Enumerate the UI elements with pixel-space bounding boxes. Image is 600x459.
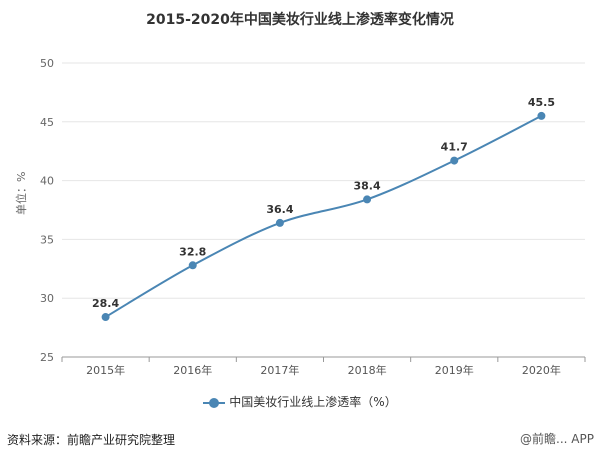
- x-tick-label: 2020年: [522, 363, 561, 377]
- x-tick-label: 2016年: [173, 363, 212, 377]
- chart-title: 2015-2020年中国美妆行业线上渗透率变化情况: [146, 12, 454, 28]
- y-tick-label: 35: [40, 233, 54, 246]
- legend-series-label: 中国美妆行业线上渗透率（%）: [229, 395, 397, 409]
- legend: 中国美妆行业线上渗透率（%）: [0, 393, 600, 410]
- y-tick-label: 45: [40, 116, 54, 129]
- data-point: [101, 313, 110, 322]
- data-label: 41.7: [441, 141, 468, 154]
- data-label: 32.8: [179, 245, 206, 258]
- data-point: [450, 156, 459, 165]
- y-tick-label: 50: [40, 57, 54, 70]
- series-line: [105, 115, 542, 318]
- x-tick-label: 2017年: [260, 363, 299, 377]
- data-point: [188, 261, 197, 270]
- y-tick-label: 30: [40, 292, 54, 305]
- data-label: 36.4: [266, 203, 293, 216]
- brand-watermark: @前瞻... APP: [520, 432, 594, 446]
- x-tick-label: 2018年: [348, 363, 387, 377]
- legend-marker-icon: [203, 397, 226, 408]
- y-tick-label: 40: [40, 175, 54, 188]
- y-tick-label: 25: [40, 351, 54, 364]
- data-label: 28.4: [92, 297, 119, 310]
- y-axis-label: 单位：%: [15, 171, 28, 215]
- x-tick-label: 2015年: [86, 363, 125, 377]
- x-tick-label: 2019年: [435, 363, 474, 377]
- data-label: 45.5: [528, 96, 555, 109]
- data-point: [363, 195, 372, 204]
- data-point: [537, 111, 546, 120]
- source-note: 资料来源：前瞻产业研究院整理: [7, 433, 176, 447]
- data-label: 38.4: [354, 179, 381, 192]
- data-point: [275, 218, 284, 227]
